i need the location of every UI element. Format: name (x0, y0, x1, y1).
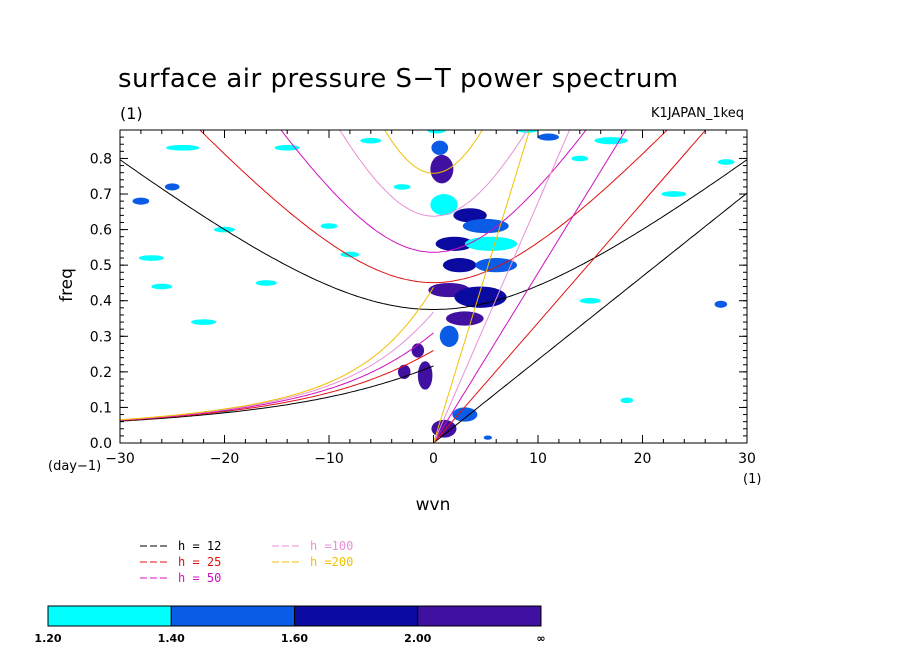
contour-blob-33 (661, 191, 687, 197)
gravity-curve-h50 (280, 130, 587, 253)
y-unit-label: (day−1) (48, 459, 101, 474)
y-tick-label: 0.5 (90, 258, 112, 274)
y-tick-label: 0.3 (90, 329, 112, 345)
contour-blob-27 (191, 319, 217, 325)
colorbar-label: ∞ (536, 632, 545, 645)
contour-blob-2 (430, 194, 458, 216)
kelvin-curve-h100 (433, 130, 571, 443)
x-axis: −30 −20 −10 0 10 20 30 (105, 130, 756, 467)
contour-blob-6 (464, 236, 518, 251)
contour-blob-34 (717, 159, 735, 165)
x-tick-label: −20 (210, 451, 240, 467)
colorbar-label: 2.00 (404, 632, 431, 645)
contour-blob-18 (132, 197, 150, 205)
contour-blob-37 (571, 155, 589, 162)
contour-blob-1 (431, 140, 449, 155)
x-tick-label: 10 (529, 451, 547, 467)
contour-blob-36 (579, 297, 601, 304)
contour-blob-13 (411, 343, 425, 358)
kelvin-curve-h12 (433, 192, 747, 443)
contour-blob-30 (393, 184, 411, 190)
x-tick-label: −10 (314, 451, 344, 467)
y-tick-label: 0.1 (90, 400, 112, 416)
x-tick-label: −30 (105, 451, 135, 467)
dataset-label: K1JAPAN_1keq (650, 106, 744, 121)
x-tick-label: 0 (429, 451, 438, 467)
x-unit-label: (1) (743, 472, 761, 487)
colorbar-label: 1.60 (281, 632, 308, 645)
chart-subtitle: (1) (120, 104, 143, 123)
x-axis-label: wvn (416, 495, 451, 515)
y-axis-label: freq (57, 268, 77, 302)
kelvin-curve-h200 (433, 130, 531, 443)
contour-blob-20 (138, 255, 164, 261)
contour-blob-24 (360, 137, 382, 144)
contour-blob-35 (714, 300, 728, 308)
y-tick-label: 0.4 (90, 294, 112, 310)
chart-title: surface air pressure S−T power spectrum (118, 64, 679, 94)
dispersion-curves (120, 130, 747, 443)
contour-blob-32 (594, 137, 628, 145)
y-tick-label: 0.8 (90, 151, 112, 167)
contour-blob-31 (538, 133, 559, 141)
mrg-curve-h25 (120, 349, 434, 422)
kelvin-curve-h25 (433, 130, 707, 443)
gravity-curve-h12 (120, 159, 747, 310)
legend-label: h = 12 (178, 539, 221, 553)
contour-blob-28 (320, 223, 338, 229)
colorbar-swatch (47, 605, 172, 627)
gravity-curve-h100 (339, 130, 528, 217)
curve-legend: h = 12 h = 25 h = 50 h =100 h =200 (140, 539, 353, 585)
contour-blob-12 (439, 325, 459, 347)
contour-blob-10 (454, 286, 507, 308)
contour-blob-42 (483, 435, 493, 440)
y-tick-label: 0.7 (90, 187, 112, 203)
contour-blob-25 (255, 280, 277, 286)
contour-blob-11 (446, 311, 484, 326)
contour-blob-14 (417, 361, 433, 390)
contour-blob-38 (517, 130, 538, 133)
colorbar-label: 1.40 (158, 632, 185, 645)
contour-blob-26 (151, 283, 173, 290)
gravity-curve-h200 (384, 130, 483, 174)
colorbar-swatch (170, 605, 295, 627)
x-tick-label: 30 (738, 451, 756, 467)
kelvin-curve-h50 (433, 130, 627, 443)
y-tick-label: 0.2 (90, 365, 112, 381)
mrg-curve-h12 (120, 365, 434, 422)
colorbar-swatch (417, 605, 542, 627)
legend-label: h = 50 (178, 571, 221, 585)
legend-label: h = 25 (178, 555, 221, 569)
contour-blob-0 (430, 154, 454, 184)
contour-blob-22 (165, 144, 200, 151)
gravity-curve-h25 (199, 130, 668, 284)
contour-blob-39 (620, 397, 634, 404)
contour-blob-3 (453, 208, 487, 223)
legend-label: h =100 (310, 539, 353, 553)
colorbar-swatch (294, 605, 419, 627)
contour-blob-7 (442, 258, 477, 273)
y-axis: 0.0 0.1 0.2 0.3 0.4 0.5 0.6 0.7 0.8 (90, 136, 747, 452)
x-tick-label: 20 (634, 451, 652, 467)
y-tick-label: 0.6 (90, 223, 112, 239)
color-bar: 1.20 1.40 1.60 2.00 ∞ (34, 605, 546, 645)
legend-label: h =200 (310, 555, 353, 569)
contour-blob-41 (452, 407, 478, 422)
contour-blob-5 (435, 236, 474, 251)
contour-blob-19 (164, 183, 180, 191)
y-tick-label: 0.0 (90, 436, 112, 452)
mrg-curve-h200 (120, 287, 434, 421)
colorbar-label: 1.20 (34, 632, 61, 645)
contour-blob-4 (462, 218, 509, 234)
contour-blob-17 (427, 130, 447, 134)
